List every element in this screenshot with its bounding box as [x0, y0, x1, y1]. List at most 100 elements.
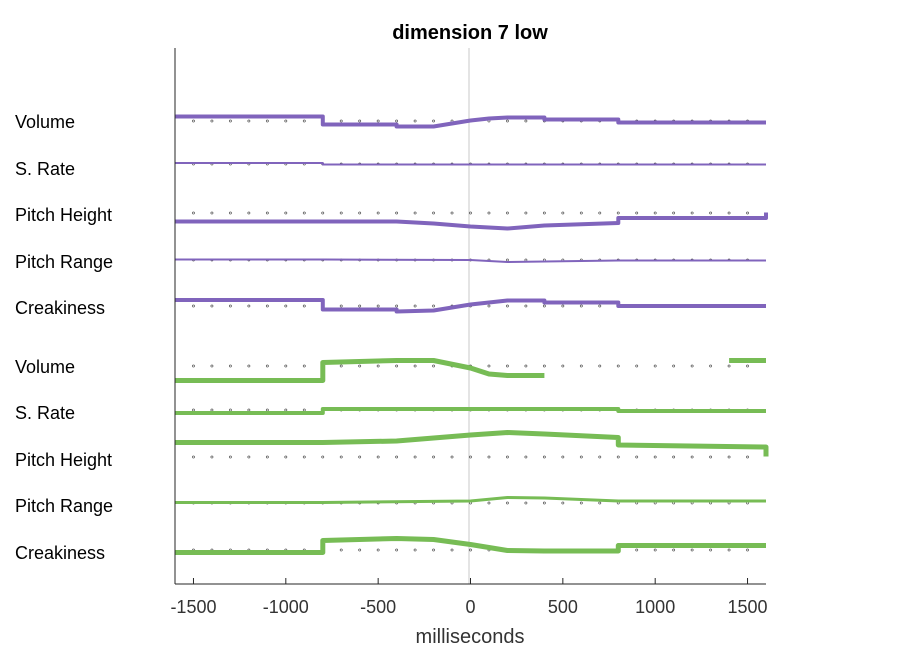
baseline-dot	[284, 119, 288, 123]
baseline-dot	[506, 304, 509, 308]
baseline-dot	[358, 548, 362, 552]
baseline-dot	[579, 364, 583, 368]
baseline-dot	[635, 364, 639, 368]
baseline-dot	[358, 455, 362, 459]
baseline-dot	[432, 364, 435, 368]
row-label: Pitch Range	[15, 496, 113, 516]
baseline-dot	[450, 548, 454, 552]
baseline-dot	[524, 364, 528, 368]
baseline-dot	[229, 304, 232, 308]
series-line	[175, 407, 766, 415]
baseline-dot	[746, 364, 749, 368]
baseline-dot	[192, 455, 195, 459]
series-line	[175, 358, 766, 383]
baseline-dot	[432, 455, 435, 459]
baseline-dot	[709, 455, 712, 459]
baseline-dot	[727, 364, 731, 368]
x-tick-label: 1000	[635, 597, 675, 617]
row-label: Volume	[15, 112, 75, 132]
baseline-dot	[506, 501, 509, 505]
baseline-dot	[672, 364, 676, 368]
baseline-dot	[653, 364, 657, 368]
baseline-dot	[302, 364, 306, 368]
baseline-dot	[265, 119, 269, 123]
series-row: Creakiness	[15, 536, 766, 563]
baseline-dot	[284, 455, 288, 459]
baseline-dot	[358, 211, 362, 215]
baseline-dot	[746, 211, 749, 215]
baseline-dot	[524, 501, 528, 505]
x-tick-label: 500	[548, 597, 578, 617]
baseline-dot	[598, 455, 602, 459]
row-label: S. Rate	[15, 159, 75, 179]
baseline-dot	[192, 408, 195, 412]
series-row: Pitch Height	[15, 205, 768, 231]
baseline-dot	[709, 364, 712, 368]
baseline-dot	[690, 211, 694, 215]
baseline-dot	[450, 455, 454, 459]
rows-layer: Volume S. Rate Pitch Height Pitch Range Crea…	[15, 112, 769, 563]
baseline-dot	[709, 548, 712, 552]
baseline-dot	[506, 211, 509, 215]
baseline-dot	[229, 364, 232, 368]
baseline-dot	[579, 211, 583, 215]
baseline-dot	[395, 364, 399, 368]
row-label: Volume	[15, 357, 75, 377]
baseline-dot	[284, 364, 288, 368]
baseline-dot	[247, 364, 251, 368]
baseline-dot	[210, 364, 214, 368]
series-line	[175, 114, 766, 129]
baseline-dot	[302, 304, 306, 308]
baseline-dot	[321, 211, 325, 215]
baseline-dot	[247, 211, 251, 215]
series-line	[175, 298, 766, 314]
baseline-dot	[469, 211, 472, 215]
baseline-dot	[339, 119, 343, 123]
baseline-dot	[542, 211, 546, 215]
series-row: Pitch Height	[15, 430, 769, 470]
baseline-dot	[524, 455, 528, 459]
baseline-dot	[229, 455, 232, 459]
row-label: Pitch Range	[15, 252, 113, 272]
baseline-dot	[542, 304, 546, 308]
baseline-dot	[229, 408, 232, 412]
baseline-dot	[487, 501, 491, 505]
x-tick-label: 0	[465, 597, 475, 617]
series-line	[175, 258, 766, 263]
baseline-dot	[635, 548, 639, 552]
baseline-dot	[524, 304, 528, 308]
baseline-dot	[506, 258, 509, 262]
baseline-dot	[192, 304, 195, 308]
x-tick-label: -1000	[263, 597, 309, 617]
baseline-dot	[376, 304, 380, 308]
baseline-dot	[653, 455, 657, 459]
baseline-dot	[413, 304, 417, 308]
x-axis-label: milliseconds	[416, 626, 525, 648]
series-row: Creakiness	[15, 298, 766, 318]
baseline-dot	[746, 455, 749, 459]
baseline-dot	[210, 304, 214, 308]
baseline-dot	[690, 364, 694, 368]
baseline-dot	[358, 119, 362, 123]
baseline-dot	[561, 501, 565, 505]
baseline-dot	[265, 304, 269, 308]
baseline-dot	[579, 501, 583, 505]
baseline-dot	[376, 455, 380, 459]
baseline-dot	[432, 548, 435, 552]
row-label: Pitch Height	[15, 205, 112, 225]
baseline-dot	[635, 455, 639, 459]
baseline-dot	[709, 211, 712, 215]
baseline-dot	[229, 211, 232, 215]
baseline-dot	[579, 304, 583, 308]
x-tick-label: -1500	[170, 597, 216, 617]
series-line	[175, 212, 768, 231]
baseline-dot	[727, 211, 731, 215]
chart-title: dimension 7 low	[392, 22, 548, 44]
baseline-dot	[413, 364, 417, 368]
baseline-dot	[395, 119, 399, 123]
baseline-dot	[339, 211, 343, 215]
baseline-dot	[542, 501, 546, 505]
baseline-dot	[727, 548, 731, 552]
baseline-dot	[339, 455, 343, 459]
